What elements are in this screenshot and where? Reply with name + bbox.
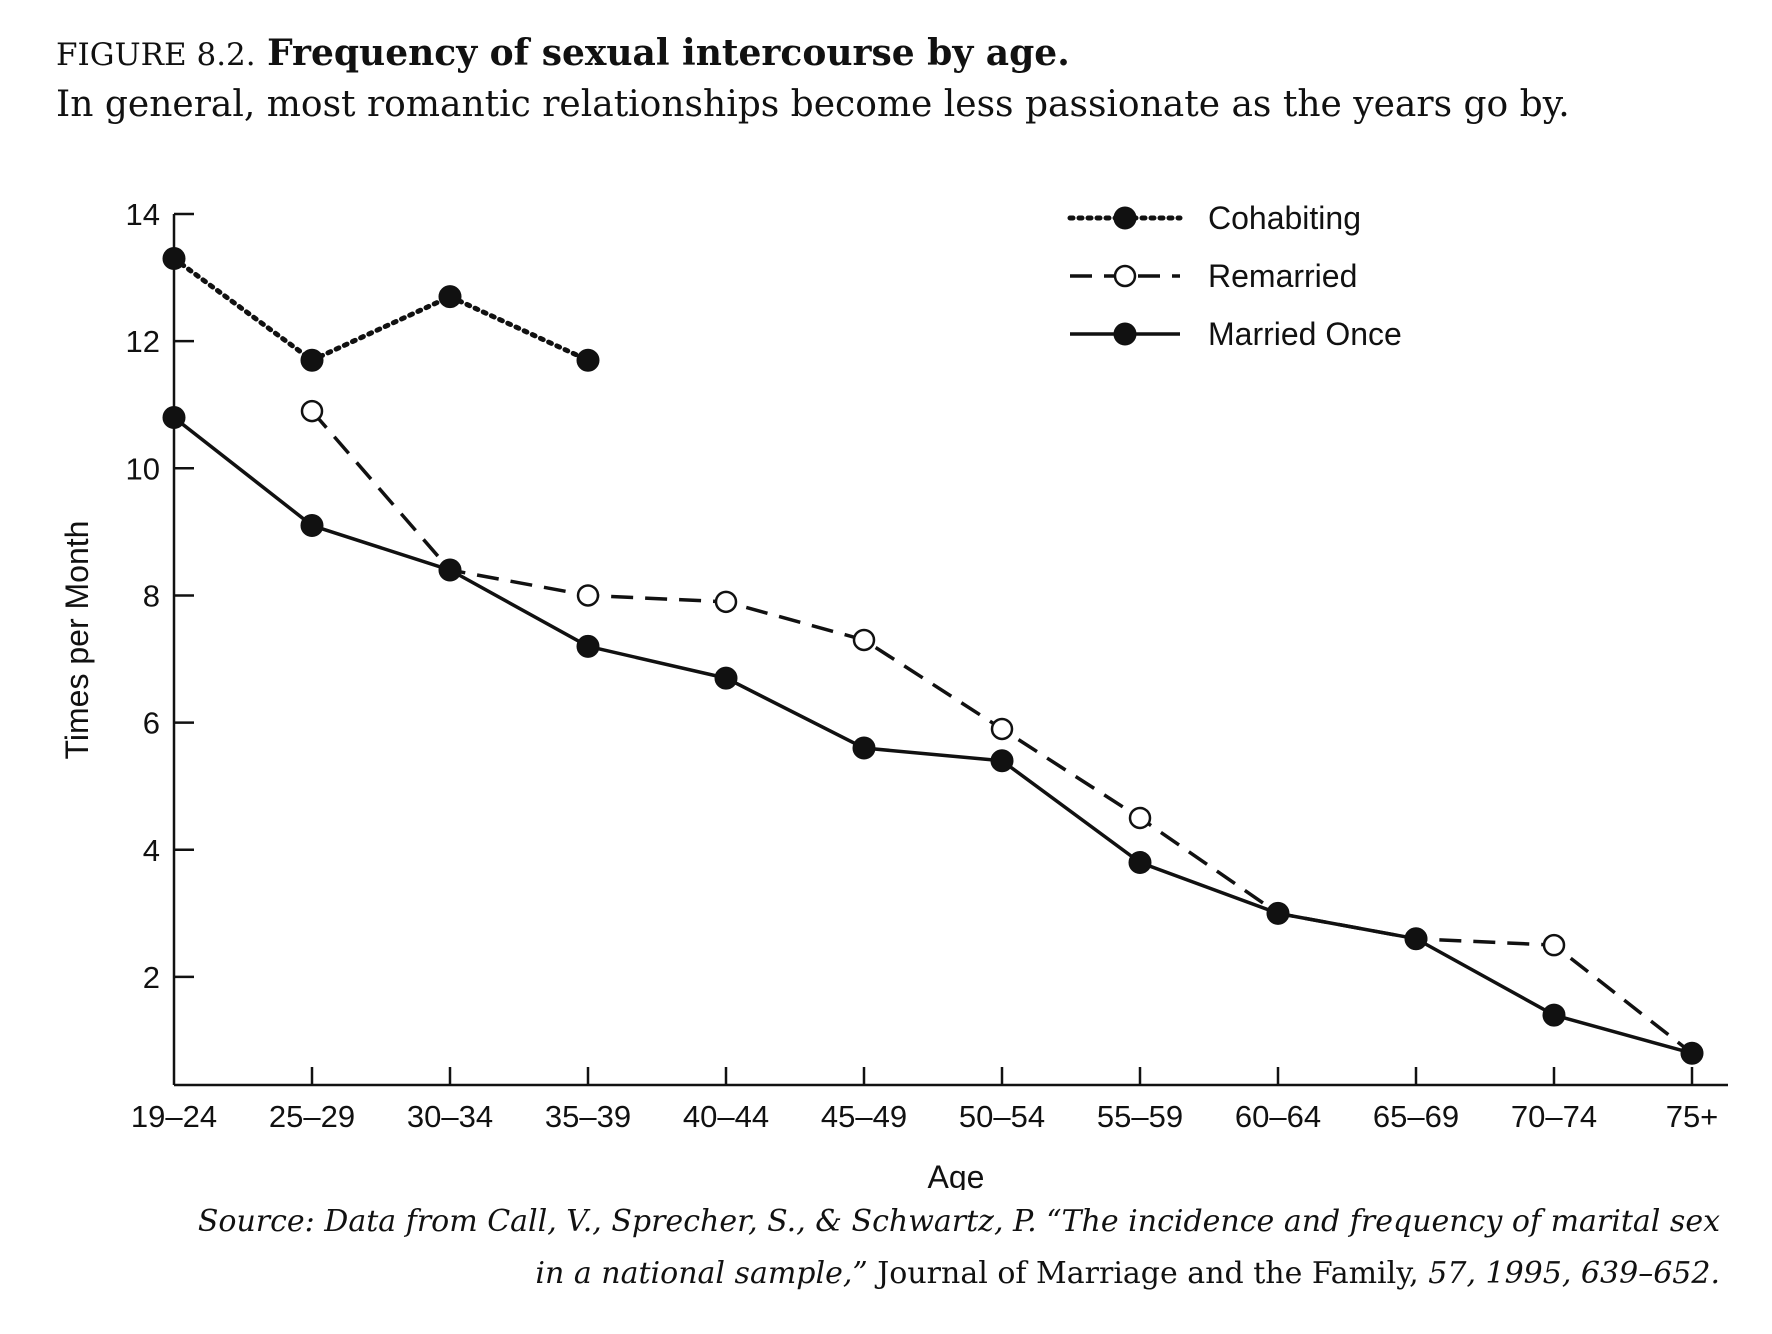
data-point-1 [1542,933,1566,957]
legend-marker-0 [1113,206,1137,230]
source-article-title: in a national sample,” [535,1256,868,1291]
data-point-2 [1542,1003,1566,1027]
figure-title: Frequency of sexual intercourse by age. [267,32,1070,74]
x-tick-label: 50–54 [959,1099,1045,1134]
y-tick-label: 14 [126,197,160,232]
source-volume: 57, 1995, 639–652. [1428,1256,1720,1291]
data-point-1 [576,584,600,607]
x-tick-label: 75+ [1666,1099,1719,1134]
x-tick-label: 19–24 [131,1099,217,1134]
data-point-2 [714,666,738,690]
figure-label: FIGURE 8.2. [56,37,256,73]
data-point-1 [300,399,324,423]
figure-caption: FIGURE 8.2. Frequency of sexual intercou… [56,28,1736,130]
data-point-0 [162,247,186,271]
data-point-2 [162,405,186,429]
data-point-2 [1266,901,1290,925]
data-point-0 [576,348,600,372]
series-line-2 [172,416,1693,1055]
data-point-2 [576,634,600,658]
legend-marker-1 [1113,264,1137,288]
caption-line-1: FIGURE 8.2. Frequency of sexual intercou… [56,28,1736,80]
legend-label: Cohabiting [1208,200,1361,236]
source-citation: Source: Data from Call, V., Sprecher, S.… [197,1204,1720,1239]
y-tick-label: 12 [126,324,160,359]
source-journal: Journal of Marriage and the Family, [867,1256,1429,1291]
y-tick-label: 4 [143,833,160,868]
x-tick-label: 35–39 [545,1099,631,1134]
x-tick-label: 55–59 [1097,1099,1183,1134]
data-point-1 [714,590,738,614]
y-tick-label: 10 [126,451,160,486]
data-point-0 [438,285,462,309]
legend-marker-2 [1113,322,1137,346]
data-point-2 [1680,1041,1704,1065]
x-tick-label: 65–69 [1373,1099,1459,1134]
y-tick-label: 6 [143,706,160,741]
data-point-2 [1404,927,1428,951]
data-point-2 [300,514,324,538]
legend-label: Married Once [1208,316,1402,352]
data-point-1 [990,717,1014,741]
line-chart: 2 4 6 8 10 12 14 19–24 25–29 30–34 35–39 40–44 45–49… [59,197,1728,1190]
x-tick-label: 60–64 [1235,1099,1321,1134]
data-point-1 [852,628,876,652]
source-note: Source: Data from Call, V., Sprecher, S.… [80,1196,1720,1300]
x-axis-label: Age [928,1159,985,1190]
series-line-0 [171,256,591,363]
data-point-2 [438,558,462,582]
data-point-2 [852,736,876,760]
x-tick-label: 70–74 [1511,1099,1597,1134]
figure-subtitle: In general, most romantic relationships … [56,84,1570,125]
data-point-2 [990,749,1014,773]
y-tick-label: 8 [143,578,160,613]
x-tick-label: 25–29 [269,1099,355,1134]
data-point-2 [1128,850,1152,874]
data-point-1 [1128,806,1152,830]
x-tick-label: 45–49 [821,1099,907,1134]
y-axis-label: Times per Month [59,521,95,760]
legend-label: Remarried [1208,258,1357,294]
data-point-0 [300,348,324,372]
x-tick-label: 40–44 [683,1099,769,1134]
y-tick-label: 2 [143,960,160,995]
x-tick-label: 30–34 [407,1099,493,1134]
